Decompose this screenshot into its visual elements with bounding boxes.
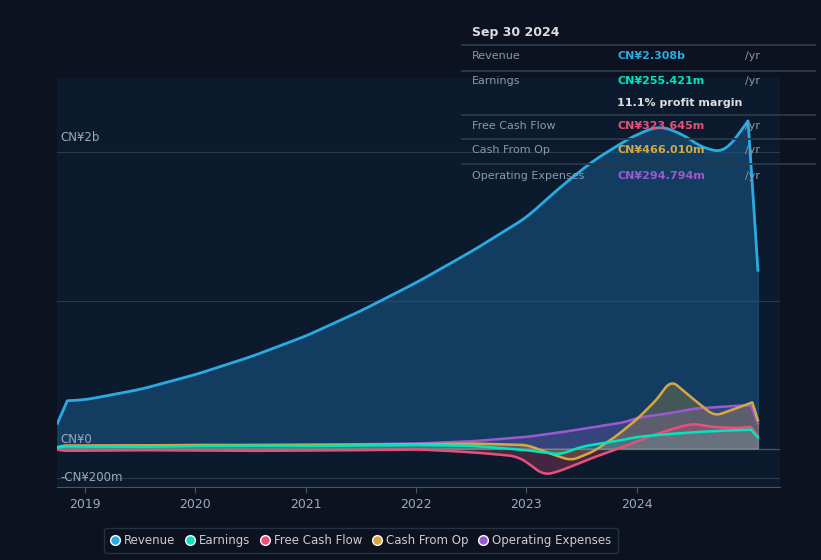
Text: Operating Expenses: Operating Expenses [472,171,585,181]
Text: /yr: /yr [745,122,760,132]
Text: /yr: /yr [745,171,760,181]
Text: CN¥255.421m: CN¥255.421m [617,76,704,86]
Text: /yr: /yr [745,51,760,61]
Text: Cash From Op: Cash From Op [472,145,550,155]
Text: CN¥2.308b: CN¥2.308b [617,51,686,61]
Text: /yr: /yr [745,76,760,86]
Text: -CN¥200m: -CN¥200m [61,471,123,484]
Text: Free Cash Flow: Free Cash Flow [472,122,556,132]
Text: CN¥466.010m: CN¥466.010m [617,145,705,155]
Text: CN¥0: CN¥0 [61,433,93,446]
Text: Revenue: Revenue [472,51,521,61]
Text: CN¥294.794m: CN¥294.794m [617,171,705,181]
Text: Earnings: Earnings [472,76,521,86]
Text: /yr: /yr [745,145,760,155]
Text: CN¥2b: CN¥2b [61,130,100,143]
Text: Sep 30 2024: Sep 30 2024 [472,26,560,39]
Legend: Revenue, Earnings, Free Cash Flow, Cash From Op, Operating Expenses: Revenue, Earnings, Free Cash Flow, Cash … [104,528,617,553]
Text: 11.1% profit margin: 11.1% profit margin [617,99,743,109]
Text: CN¥323.645m: CN¥323.645m [617,122,704,132]
